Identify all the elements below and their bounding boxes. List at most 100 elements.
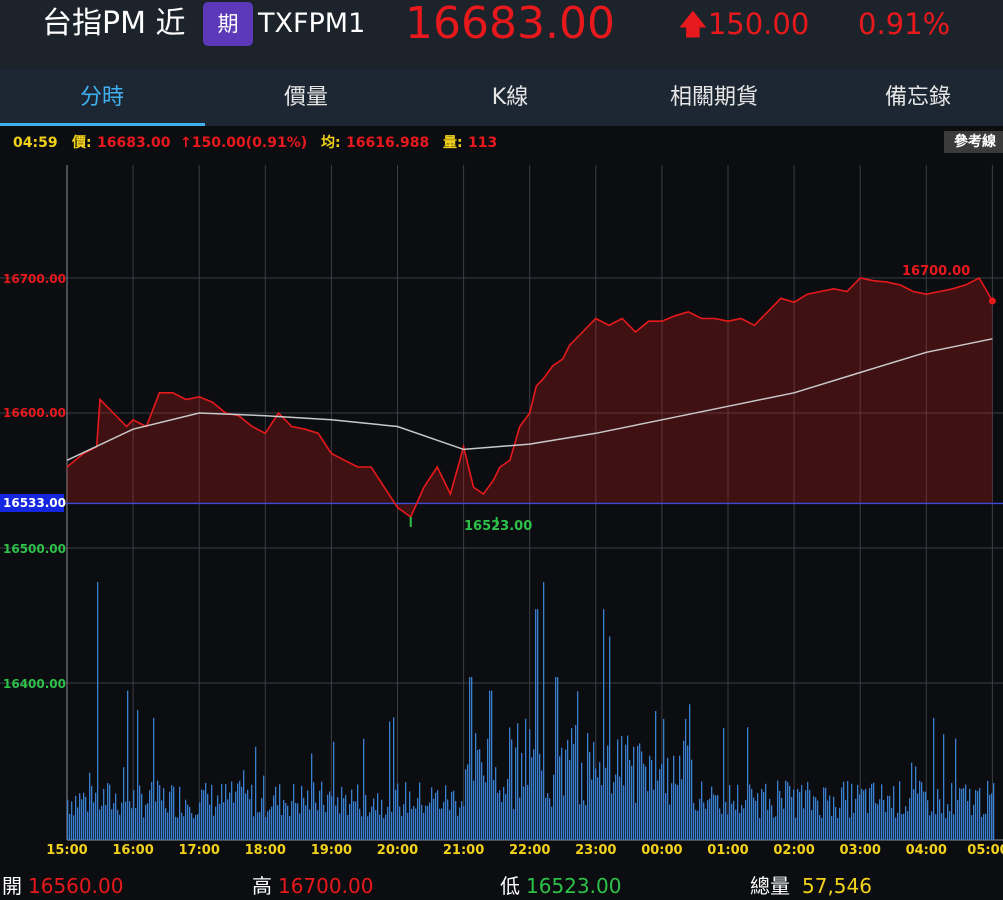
volume-bar (207, 793, 209, 840)
high-annotation: 16700.00 (902, 264, 971, 279)
volume-bar (915, 766, 917, 840)
x-tick-label: 16:00 (112, 843, 154, 858)
volume-bar (655, 711, 657, 840)
volume-bar (579, 804, 581, 840)
volume-bar (611, 793, 613, 840)
volume-bar (631, 765, 633, 840)
volume-bar (737, 784, 739, 840)
volume-bar (559, 756, 561, 840)
volume-bar (847, 780, 849, 840)
volume-bar (613, 782, 615, 840)
last-price: 16683.00 (405, 0, 615, 49)
volume-bar (873, 782, 875, 840)
reference-line-button[interactable]: 參考線 (944, 131, 1003, 153)
volume-bar (601, 785, 603, 840)
volume-bar (891, 807, 893, 840)
volume-bar (779, 790, 781, 840)
volume-bar (295, 802, 297, 840)
volume-bar (471, 677, 473, 840)
volume-bar (825, 787, 827, 840)
price-change: 🡅150.00 (678, 4, 809, 44)
volume-bar (305, 805, 307, 840)
tab-price-volume[interactable]: 價量 (283, 85, 328, 110)
volume-bar (627, 735, 629, 840)
volume-bar (817, 800, 819, 840)
volume-bar (675, 783, 677, 840)
volume-bar (495, 767, 497, 840)
average-line (66, 338, 993, 461)
volume-bar (489, 690, 491, 840)
volume-bar (975, 789, 977, 840)
x-tick-label: 05:00 (967, 843, 1003, 858)
volume-bar (371, 806, 373, 840)
volume-bar (709, 798, 711, 840)
volume-bar (619, 776, 621, 840)
volume-bar (837, 818, 839, 840)
volume-bar (109, 784, 111, 840)
volume-bar (629, 760, 631, 840)
volume-bar (89, 772, 91, 840)
volume-bar (901, 814, 903, 840)
y-label-reference: 16533.00 (0, 494, 66, 512)
volume-bar (577, 691, 579, 840)
info-vol: 113 (468, 135, 498, 151)
high-label: 高 (252, 874, 272, 898)
volume-bar (777, 780, 779, 840)
volume-bar (369, 812, 371, 840)
volume-bar (535, 609, 537, 840)
volume-bar (713, 794, 715, 840)
volume-bar (331, 796, 333, 840)
volume-bar (517, 723, 519, 840)
volume-bar (667, 757, 669, 840)
volume-bar (507, 778, 509, 840)
volume-bar (365, 794, 367, 840)
volume-bar (303, 797, 305, 840)
instrument-symbol: TXFPM1 (258, 8, 366, 39)
volume-bar (455, 801, 457, 840)
volume-bar (755, 800, 757, 840)
volume-bar (589, 751, 591, 840)
volume-bar (405, 782, 407, 840)
tab-memo[interactable]: 備忘錄 (884, 85, 951, 110)
info-vol-label: 量: (443, 135, 463, 151)
volume-bar (641, 751, 643, 840)
volume-bar (571, 728, 573, 840)
volume-bar (317, 810, 319, 840)
volume-bar (775, 816, 777, 840)
price-change-value: 150.00 (707, 7, 810, 41)
volume-bar (943, 734, 945, 840)
tab-kline[interactable]: K線 (491, 85, 529, 110)
volume-bar (909, 798, 911, 840)
volume-bar (391, 811, 393, 840)
volume-bar (407, 812, 409, 840)
volume-bar (721, 813, 723, 840)
volume-bar (193, 818, 195, 840)
tab-related-futures[interactable]: 相關期貨 (669, 85, 758, 110)
volume-bar (169, 791, 171, 840)
volume-bar (153, 717, 155, 840)
volume-bar (381, 799, 383, 840)
volume-bar (855, 798, 857, 840)
volume-bar (699, 798, 701, 840)
volume-bar (81, 799, 83, 840)
volume-bar (311, 753, 313, 840)
volume-bar (519, 797, 521, 840)
volume-bar (479, 749, 481, 840)
volume-bar (661, 763, 663, 840)
volume-bar (459, 807, 461, 840)
volume-bar (993, 783, 995, 840)
tab-intraday[interactable]: 分時 (79, 85, 124, 110)
volume-bar (387, 806, 389, 840)
volume-bar (119, 814, 121, 840)
volume-bar (279, 784, 281, 840)
volume-bar (441, 808, 443, 840)
volume-bar (167, 812, 169, 840)
volume-bar (659, 769, 661, 840)
volume-bar (705, 808, 707, 840)
volume-bar (229, 792, 231, 840)
volume-bar (647, 791, 649, 840)
volume-bar (623, 785, 625, 840)
volume-bar (835, 807, 837, 840)
volume-bar (935, 814, 937, 840)
